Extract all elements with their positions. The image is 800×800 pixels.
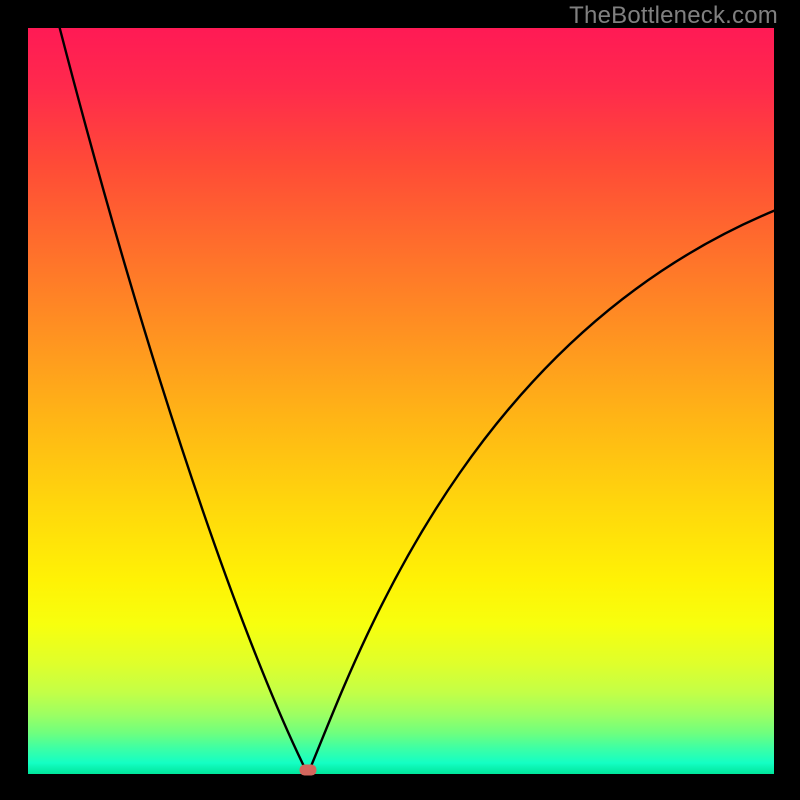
bottleneck-curve: [60, 28, 774, 774]
watermark-text: TheBottleneck.com: [569, 2, 778, 30]
curve-layer: [0, 0, 800, 800]
vertex-marker: [299, 764, 316, 775]
chart-stage: TheBottleneck.com: [0, 0, 800, 800]
